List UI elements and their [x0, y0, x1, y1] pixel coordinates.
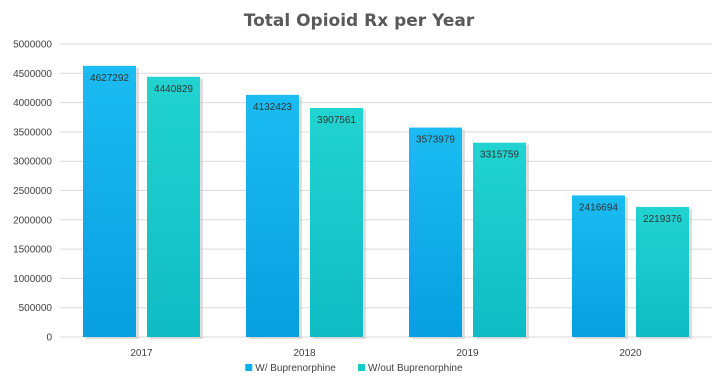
data-label: 4132423 — [253, 102, 292, 113]
bar — [409, 127, 462, 338]
bar — [572, 195, 625, 337]
bar — [246, 94, 299, 337]
legend-label: W/ Buprenorphine — [255, 363, 336, 374]
bars — [83, 65, 692, 339]
bar — [147, 76, 200, 337]
y-tick-label: 1500000 — [13, 245, 52, 256]
x-tick-label: 2020 — [619, 348, 642, 359]
data-label: 4440829 — [154, 84, 193, 95]
data-label: 3907561 — [317, 115, 356, 126]
x-tick-label: 2017 — [130, 348, 153, 359]
x-tick-label: 2019 — [456, 348, 479, 359]
chart-title: Total Opioid Rx per Year — [244, 11, 475, 31]
y-tick-label: 1000000 — [13, 274, 52, 285]
x-axis-tick-labels: 2017 2018 2019 2020 — [130, 348, 642, 359]
data-labels: 4627292 4440829 4132423 3907561 3573979 33157… — [90, 73, 682, 225]
x-tick-label: 2018 — [293, 348, 316, 359]
legend-swatch — [358, 364, 366, 371]
data-label: 2416694 — [579, 202, 618, 213]
y-tick-label: 4500000 — [13, 69, 52, 80]
legend: W/ Buprenorphine W/out Buprenorphine — [245, 363, 463, 374]
bar — [473, 142, 526, 337]
data-label: 3573979 — [416, 135, 455, 146]
y-tick-label: 500000 — [19, 303, 53, 314]
y-axis-tick-labels: 0 500000 1000000 1500000 2000000 2500000 30000… — [13, 40, 52, 344]
y-tick-label: 4000000 — [13, 98, 52, 109]
data-label: 2219376 — [643, 214, 682, 225]
legend-label: W/out Buprenorphine — [368, 363, 463, 374]
y-tick-label: 2000000 — [13, 215, 52, 226]
y-tick-label: 5000000 — [13, 40, 52, 51]
y-tick-label: 2500000 — [13, 186, 52, 197]
y-tick-label: 3000000 — [13, 157, 52, 168]
y-tick-label: 0 — [46, 333, 52, 344]
bar — [636, 206, 689, 337]
y-tick-label: 3500000 — [13, 127, 52, 138]
data-label: 4627292 — [90, 73, 129, 84]
data-label: 3315759 — [480, 150, 519, 161]
bar — [83, 65, 136, 337]
bar — [310, 108, 363, 337]
legend-swatch — [245, 364, 253, 371]
